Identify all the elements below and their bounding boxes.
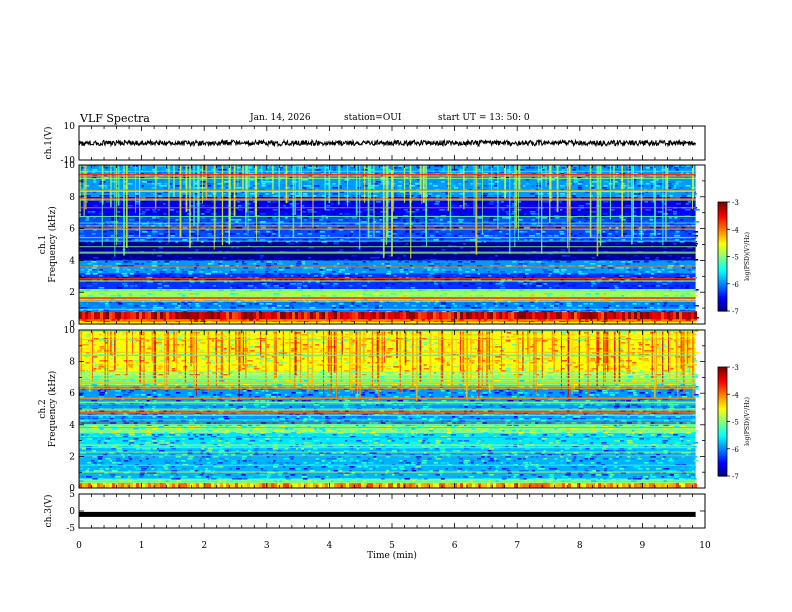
ch3-waveform-ytick-label: 0 [69, 507, 75, 517]
ch1-waveform-ytick-label: -10 [61, 156, 76, 166]
ch2-spectrogram-colorbar-tick: -4 [732, 391, 739, 399]
ch1-waveform-ylabel: ch.1(V) [43, 127, 54, 160]
ch1-spectrogram-ytick-label: 8 [69, 193, 75, 203]
ch3-waveform-trace [79, 511, 696, 517]
ch1-spectrogram-ytick-label: 0 [69, 320, 75, 330]
ch3-waveform-ytick-label: -5 [66, 524, 75, 534]
date-label: Jan. 14, 2026 [250, 113, 311, 123]
ch2-spectrogram-colorbar [717, 366, 728, 477]
x-tick-label: 10 [699, 541, 711, 551]
ch2-spectrogram-colorbar-tick: -7 [732, 473, 739, 481]
x-tick-label: 9 [640, 541, 646, 551]
ch1-spectrogram-ytick-label: 10 [64, 161, 76, 171]
ch1-spectrogram-colorbar [717, 201, 728, 312]
ch1-spectrogram-colorbar-tick: -5 [732, 254, 739, 262]
x-tick-label: 4 [327, 541, 333, 551]
ch2-spectrogram-image [79, 330, 700, 488]
start-time-label: start UT = 13: 50: 0 [438, 113, 530, 123]
chart-title: VLF Spectra [80, 112, 150, 125]
ch2-spectrogram-ytick-label: 6 [69, 389, 75, 399]
ch2-spectrogram-ytick-label: 0 [69, 484, 75, 494]
x-axis-label: Time (min) [367, 550, 417, 561]
ch1-spectrogram-ytick-label: 6 [69, 225, 75, 235]
ch1-spectrogram-colorbar-tick: -6 [732, 281, 739, 289]
ch1-spectrogram-image [79, 165, 700, 325]
ch1-spectrogram-colorbar-tick: -4 [732, 226, 739, 234]
ch3-waveform-frame [78, 493, 706, 529]
x-tick-label: 3 [264, 541, 270, 551]
x-tick-label: 8 [577, 541, 583, 551]
ch1-waveform-ytick-label: 10 [64, 122, 76, 132]
ch2-spectrogram-ylabel-frequency: Frequency (kHz) [47, 371, 58, 448]
ch2-spectrogram-colorbar-tick: -6 [732, 446, 739, 454]
ch1-spectrogram-ylabel-frequency: Frequency (kHz) [47, 206, 58, 283]
ch2-spectrogram-ytick-label: 2 [69, 452, 75, 462]
ch2-spectrogram-ytick-label: 8 [69, 358, 75, 368]
ch3-waveform-ylabel: ch.3(V) [43, 495, 54, 528]
ch1-spectrogram-colorbar-tick: -3 [732, 199, 739, 207]
ch1-spectrogram-colorbar-label: log(PSD)(V²/Hz) [744, 232, 751, 281]
x-tick-label: 5 [389, 541, 395, 551]
x-tick-label: 0 [76, 541, 82, 551]
ch2-spectrogram-colorbar-tick: -5 [732, 419, 739, 427]
ch3-waveform-ytick-label: 5 [69, 490, 75, 500]
ch2-spectrogram-colorbar-label: log(PSD)(V²/Hz) [744, 397, 751, 446]
ch1-waveform-trace [79, 138, 696, 148]
x-tick-label: 7 [514, 541, 520, 551]
x-tick-label: 1 [139, 541, 145, 551]
ch1-spectrogram-colorbar-tick: -7 [732, 308, 739, 316]
ch1-spectrogram-ytick-label: 2 [69, 288, 75, 298]
ch2-spectrogram-ytick-label: 10 [64, 326, 76, 336]
ch2-spectrogram-colorbar-tick: -3 [732, 364, 739, 372]
x-tick-label: 2 [201, 541, 207, 551]
ch2-spectrogram-ytick-label: 4 [69, 421, 75, 431]
x-tick-label: 6 [452, 541, 458, 551]
ch2-spectrogram-ylabel-channel: ch.2 [38, 399, 48, 418]
station-label: station=OUI [344, 113, 402, 123]
ch1-spectrogram-ytick-label: 4 [69, 256, 75, 266]
ch1-spectrogram-ylabel-channel: ch.1 [38, 235, 48, 254]
